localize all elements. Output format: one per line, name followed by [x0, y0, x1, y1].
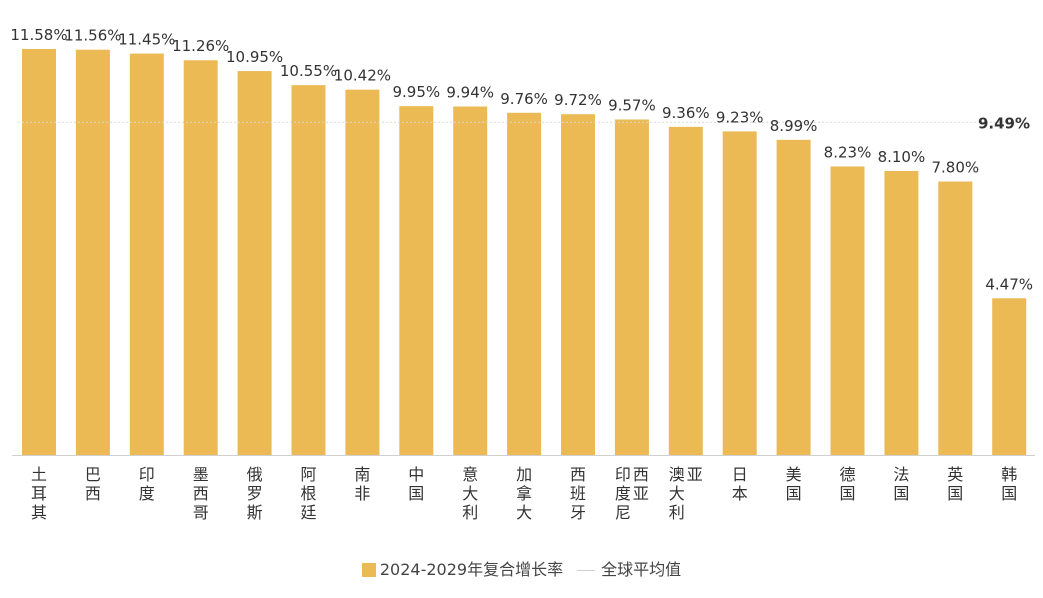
legend-average-label: 全球平均值	[601, 560, 682, 579]
bar	[776, 139, 811, 455]
data-label: 8.10%	[878, 148, 926, 166]
data-label: 9.76%	[500, 90, 548, 108]
x-tick-label: 澳大利亚	[669, 465, 703, 522]
data-label: 11.56%	[64, 27, 121, 45]
bar	[453, 106, 488, 455]
data-label: 8.23%	[824, 143, 872, 161]
x-tick-label: 法国	[893, 465, 909, 503]
x-tick-label: 西班牙	[570, 465, 586, 522]
x-tick-label: 英国	[947, 465, 963, 503]
x-tick-label: 俄罗斯	[247, 465, 263, 522]
bar	[938, 181, 973, 455]
x-tick-label: 阿根廷	[300, 465, 316, 522]
data-label: 9.72%	[554, 91, 602, 109]
bar	[22, 49, 56, 455]
bar	[129, 53, 164, 455]
bar	[830, 166, 865, 455]
data-label: 9.36%	[662, 104, 710, 122]
average-line-label: 9.49%	[978, 114, 1030, 132]
x-tick-label: 中国	[408, 465, 424, 503]
data-label: 8.99%	[770, 117, 818, 135]
data-label: 10.42%	[334, 67, 391, 85]
data-label: 9.95%	[392, 83, 440, 101]
x-tick-label: 美国	[786, 465, 802, 503]
x-tick-label: 韩国	[1001, 465, 1017, 503]
data-label: 9.94%	[446, 83, 494, 101]
data-label: 10.95%	[226, 48, 283, 66]
x-tick-label: 巴西	[85, 465, 101, 503]
bar	[399, 106, 434, 455]
data-label: 11.58%	[10, 26, 67, 44]
x-tick-label: 日本	[732, 465, 748, 503]
data-label: 10.55%	[280, 62, 337, 80]
bar	[75, 49, 110, 456]
x-tick-label: 印度尼西亚	[615, 465, 649, 522]
data-label: 11.26%	[172, 37, 229, 55]
data-label: 11.45%	[118, 31, 175, 49]
legend-line-swatch	[577, 570, 596, 571]
data-label: 9.23%	[716, 108, 764, 126]
legend-series-label: 2024-2029年复合增长率	[379, 560, 564, 579]
bar	[183, 60, 218, 455]
chart-legend: 2024-2029年复合增长率 全球平均值	[0, 556, 1043, 580]
legend-bar-swatch	[361, 563, 376, 577]
x-tick-label: 土耳其	[31, 465, 47, 522]
bar	[237, 71, 272, 456]
x-tick-label: 南非	[354, 465, 370, 503]
bar	[884, 171, 919, 455]
x-tick-label: 加拿大	[516, 465, 532, 522]
data-label: 4.47%	[985, 275, 1033, 293]
bar	[722, 131, 757, 455]
bar	[614, 119, 649, 456]
bar	[507, 112, 542, 455]
x-tick-label: 墨西哥	[193, 465, 209, 522]
bar	[561, 114, 595, 455]
data-label: 7.80%	[931, 159, 979, 177]
x-tick-label: 德国	[839, 465, 855, 503]
bar	[992, 298, 1027, 455]
bar	[291, 85, 326, 456]
data-label: 9.57%	[608, 96, 656, 114]
bar	[668, 126, 703, 455]
bar	[345, 89, 380, 456]
x-tick-label: 印度	[139, 465, 155, 503]
x-tick-label: 意大利	[462, 465, 478, 522]
